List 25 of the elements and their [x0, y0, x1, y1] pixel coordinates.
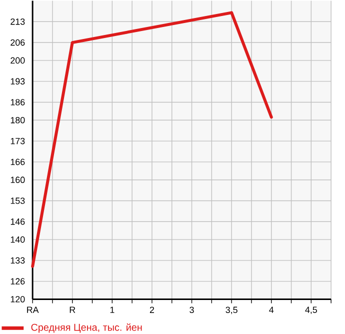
y-tick-label: 206 [10, 39, 25, 46]
y-tick-label: 173 [10, 138, 25, 144]
x-tick-label: RA [27, 306, 39, 313]
x-tick-label: R [70, 306, 76, 313]
x-tick-label: 1 [110, 306, 114, 313]
y-tick-label: 180 [10, 116, 25, 124]
y-tick-label: 126 [10, 278, 25, 284]
legend-label: Средняя Цена, тыс. йен [31, 323, 142, 333]
x-tick-label: 3 [190, 306, 194, 314]
y-tick-label: 146 [10, 218, 25, 225]
y-tick-label: 200 [10, 57, 25, 64]
y-tick-label: 160 [10, 176, 25, 183]
y-tick-label: 193 [10, 78, 25, 84]
y-tick-label: 186 [10, 99, 25, 106]
x-tick-label: 4,5 [305, 306, 317, 314]
y-tick-label: 166 [10, 158, 25, 166]
y-tick-label: 140 [10, 236, 25, 243]
x-tick-label: 2 [150, 306, 154, 313]
x-tick-label: 3,5 [226, 306, 238, 314]
y-tick-label: 120 [10, 296, 25, 302]
line-series [31, 11, 273, 268]
x-tick-label: 4 [269, 306, 274, 313]
y-tick-label: 153 [10, 198, 25, 204]
y-tick-label: 133 [10, 257, 25, 264]
y-tick-label: 213 [10, 18, 25, 25]
